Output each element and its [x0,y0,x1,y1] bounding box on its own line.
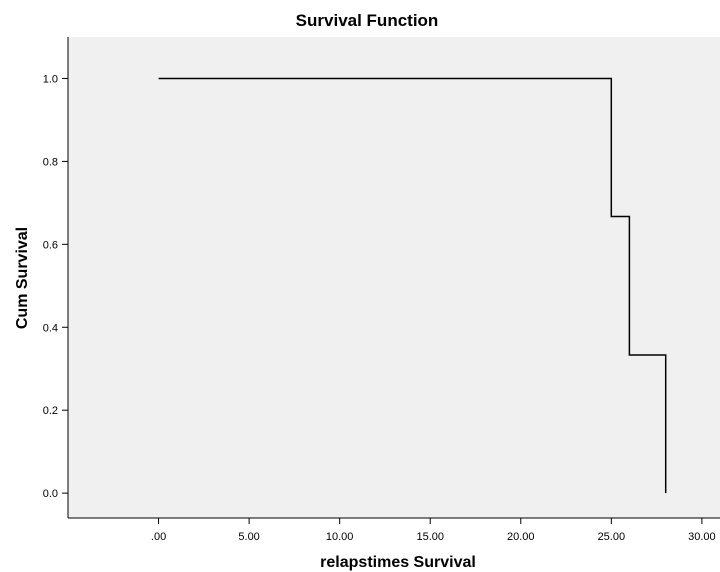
survival-step-line [158,77,667,494]
y-tick-label: 0.4 [43,322,58,334]
y-tick-label: 0.2 [43,405,58,417]
x-axis-ticks: .00 5.00 10.00 15.00 20.00 25.00 30.00 [151,518,716,543]
y-tick-label: 0.0 [43,488,58,500]
x-tick-label: 25.00 [598,531,626,543]
y-axis-label: Cum Survival [14,227,31,329]
x-tick-label: 20.00 [507,531,535,543]
plot-area [68,37,720,518]
y-axis-ticks: 0.0 0.2 0.4 0.6 0.8 1.0 [43,73,68,500]
series-layer [158,77,667,494]
x-tick-label: .00 [151,531,166,543]
x-axis-label: relapstimes Survival [320,554,476,571]
y-tick-label: 0.6 [43,239,58,251]
x-tick-label: 5.00 [238,531,259,543]
chart-title: Survival Function [296,11,439,30]
x-tick-label: 15.00 [416,531,444,543]
x-tick-label: 10.00 [326,531,354,543]
y-tick-label: 0.8 [43,156,58,168]
x-tick-label: 30.00 [688,531,716,543]
y-tick-label: 1.0 [43,73,58,85]
